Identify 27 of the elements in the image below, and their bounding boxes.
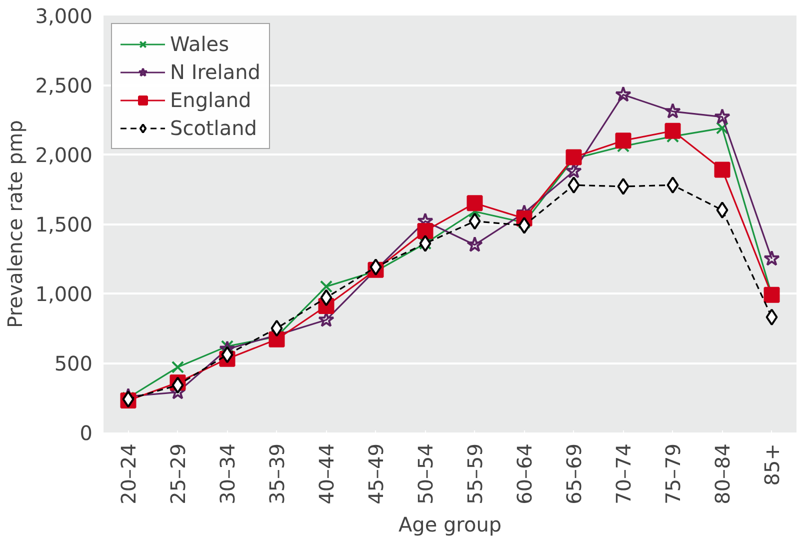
y-tick-label: 500 (54, 352, 93, 376)
x-tick-label: 40–44 (314, 443, 338, 504)
y-tick-label: 0 (80, 421, 93, 445)
x-tick-label: 70–74 (611, 443, 636, 504)
x-tick-label: 55–59 (462, 443, 487, 504)
x-tick-label: 35–39 (264, 443, 289, 504)
x-tick-label: 25–29 (166, 443, 190, 504)
legend-label: N Ireland (170, 60, 260, 84)
legend-label: Scotland (170, 116, 257, 140)
x-tick-label: 85+ (760, 443, 784, 486)
legend-label: Wales (170, 32, 230, 56)
y-tick-label: 1,000 (35, 282, 93, 306)
x-tick-label: 65–69 (562, 443, 586, 504)
y-tick-label: 2,000 (35, 143, 93, 167)
x-tick-label: 50–54 (413, 443, 438, 504)
legend-label: England (170, 88, 252, 112)
x-tick-label: 45–49 (364, 443, 388, 504)
x-tick-label: 20–24 (116, 443, 140, 504)
y-tick-label: 1,500 (35, 212, 93, 236)
x-tick-label: 60–64 (512, 443, 536, 504)
x-tick-label: 75–79 (660, 443, 685, 504)
y-tick-label: 2,500 (35, 74, 93, 98)
y-tick-label: 3,000 (35, 4, 93, 28)
x-axis-title: Age group (398, 512, 502, 536)
x-tick-label: 30–34 (215, 443, 240, 504)
y-axis-title: Prevalence rate pmp (3, 120, 28, 328)
x-tick-label: 80–84 (710, 443, 734, 504)
